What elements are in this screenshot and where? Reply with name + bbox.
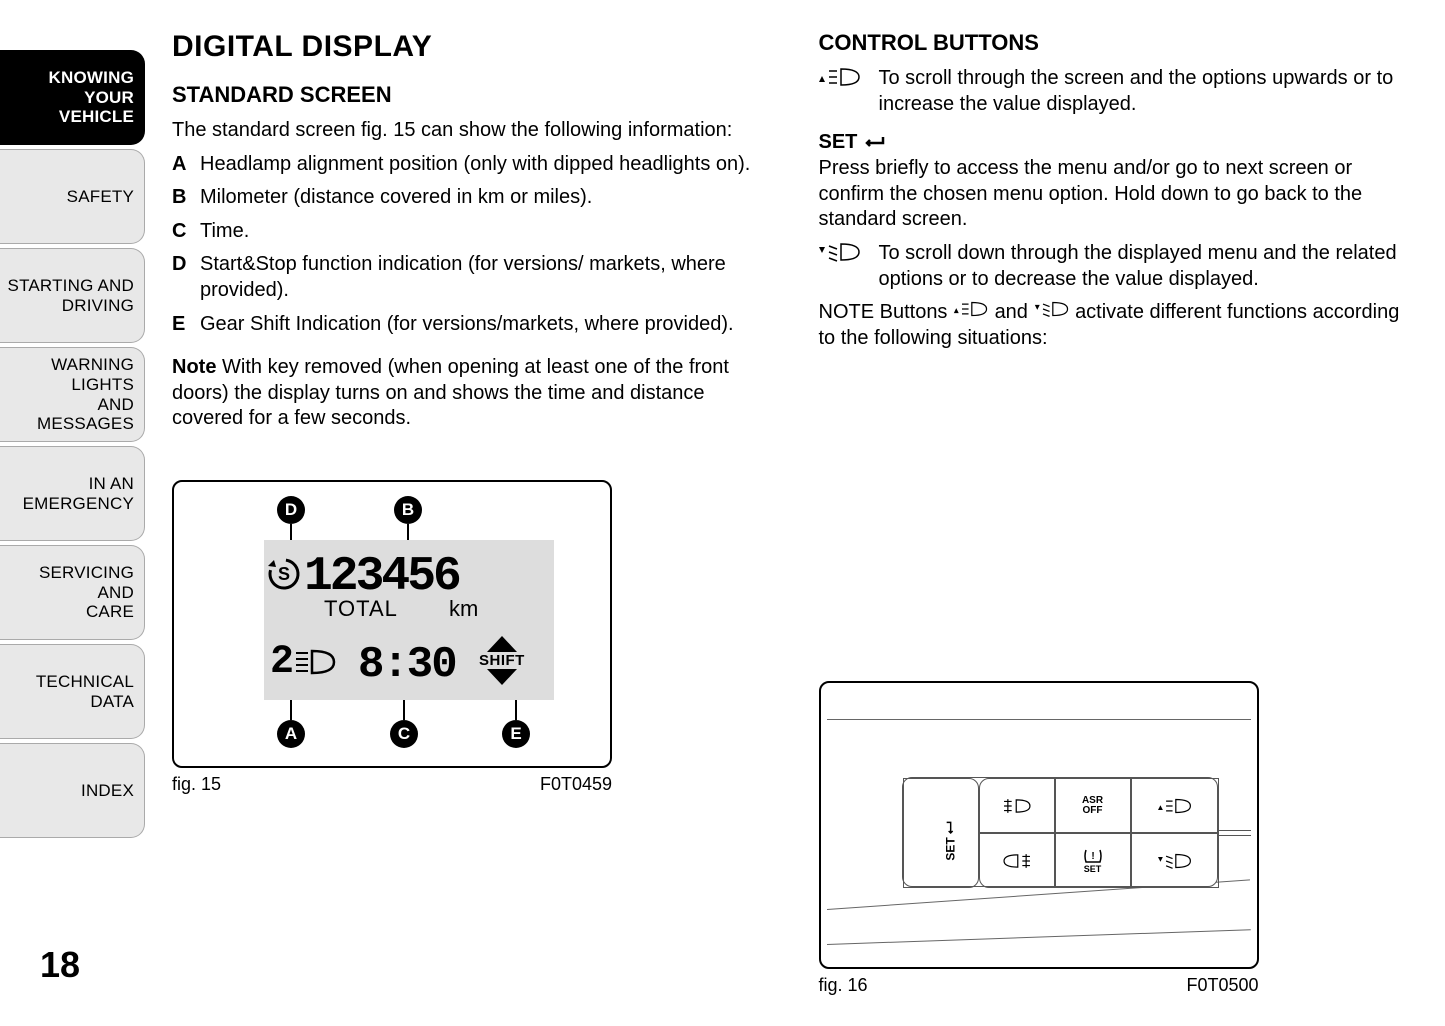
front-fog-button[interactable] xyxy=(979,778,1055,833)
asr-off-button[interactable]: ASR OFF xyxy=(1055,778,1131,833)
tpms-set-button[interactable]: ! SET xyxy=(1055,833,1131,888)
scroll-down-description: To scroll down through the displayed men… xyxy=(819,241,1406,292)
item-e: EGear Shift Indication (for versions/mar… xyxy=(172,312,759,338)
tab-emergency[interactable]: IN AN EMERGENCY xyxy=(0,446,145,541)
set-description: Press briefly to access the menu and/or … xyxy=(819,156,1406,233)
left-column: DIGITAL DISPLAY STANDARD SCREEN The stan… xyxy=(172,30,759,996)
callout-d: D xyxy=(277,496,305,524)
right-column: CONTROL BUTTONS To scroll through the sc… xyxy=(819,30,1406,996)
figure-16-caption: fig. 16 F0T0500 xyxy=(819,975,1259,996)
intro-text: The standard screen fig. 15 can show the… xyxy=(172,118,759,144)
rear-fog-button[interactable] xyxy=(979,833,1055,888)
sidebar-tabs: KNOWING YOUR VEHICLE SAFETY STARTING AND… xyxy=(0,50,145,842)
callout-a: A xyxy=(277,720,305,748)
scroll-up-description: To scroll through the screen and the opt… xyxy=(819,66,1406,117)
odometer-total-label: TOTAL xyxy=(324,596,398,622)
set-button-label: SET xyxy=(819,131,1406,154)
tab-index[interactable]: INDEX xyxy=(0,743,145,838)
callout-b: B xyxy=(394,496,422,524)
scroll-up-icon xyxy=(819,66,861,96)
shift-indicator: SHIFT xyxy=(479,636,525,685)
tab-safety[interactable]: SAFETY xyxy=(0,149,145,244)
odometer-unit: km xyxy=(449,596,478,622)
tab-warning-lights[interactable]: WARNING LIGHTS AND MESSAGES xyxy=(0,347,145,442)
scroll-up-button[interactable] xyxy=(1131,778,1219,833)
scroll-down-button[interactable] xyxy=(1131,833,1219,888)
time-value: 8:30 xyxy=(358,640,456,690)
item-c: CTime. xyxy=(172,219,759,245)
heading-digital-display: DIGITAL DISPLAY xyxy=(172,30,759,64)
tab-servicing[interactable]: SERVICING AND CARE xyxy=(0,545,145,640)
item-d: DStart&Stop function indication (for ver… xyxy=(172,252,759,303)
callout-c: C xyxy=(390,720,418,748)
figure-15: D B A C E S 123456 xyxy=(172,480,612,768)
tab-technical-data[interactable]: TECHNICAL DATA xyxy=(0,644,145,739)
figure-16: ASR OFF SET xyxy=(819,681,1259,969)
headlamp-indicator: 2 xyxy=(270,640,336,685)
item-b: BMilometer (distance covered in km or mi… xyxy=(172,185,759,211)
heading-standard-screen: STANDARD SCREEN xyxy=(172,82,759,108)
tab-starting-and-driving[interactable]: STARTING AND DRIVING xyxy=(0,248,145,343)
scroll-down-icon-inline xyxy=(1034,300,1070,326)
tab-knowing-your-vehicle[interactable]: KNOWING YOUR VEHICLE xyxy=(0,50,145,145)
svg-text:S: S xyxy=(278,564,290,584)
note-text: Note With key removed (when opening at l… xyxy=(172,355,759,432)
scroll-down-icon xyxy=(819,241,861,271)
svg-text:!: ! xyxy=(1091,851,1094,862)
page-number: 18 xyxy=(40,944,80,986)
note-buttons-text: NOTE Buttons and activate different func… xyxy=(819,300,1406,351)
item-a: AHeadlamp alignment position (only with … xyxy=(172,152,759,178)
start-stop-icon: S xyxy=(266,556,302,592)
lcd-screen: S 123456 TOTAL km 2 8:30 SHIFT xyxy=(264,540,554,700)
heading-control-buttons: CONTROL BUTTONS xyxy=(819,30,1406,56)
button-cluster: ASR OFF SET xyxy=(902,777,1218,887)
set-button[interactable]: SET xyxy=(903,778,979,888)
scroll-up-icon-inline xyxy=(953,300,989,326)
callout-e: E xyxy=(502,720,530,748)
figure-15-caption: fig. 15 F0T0459 xyxy=(172,774,612,795)
